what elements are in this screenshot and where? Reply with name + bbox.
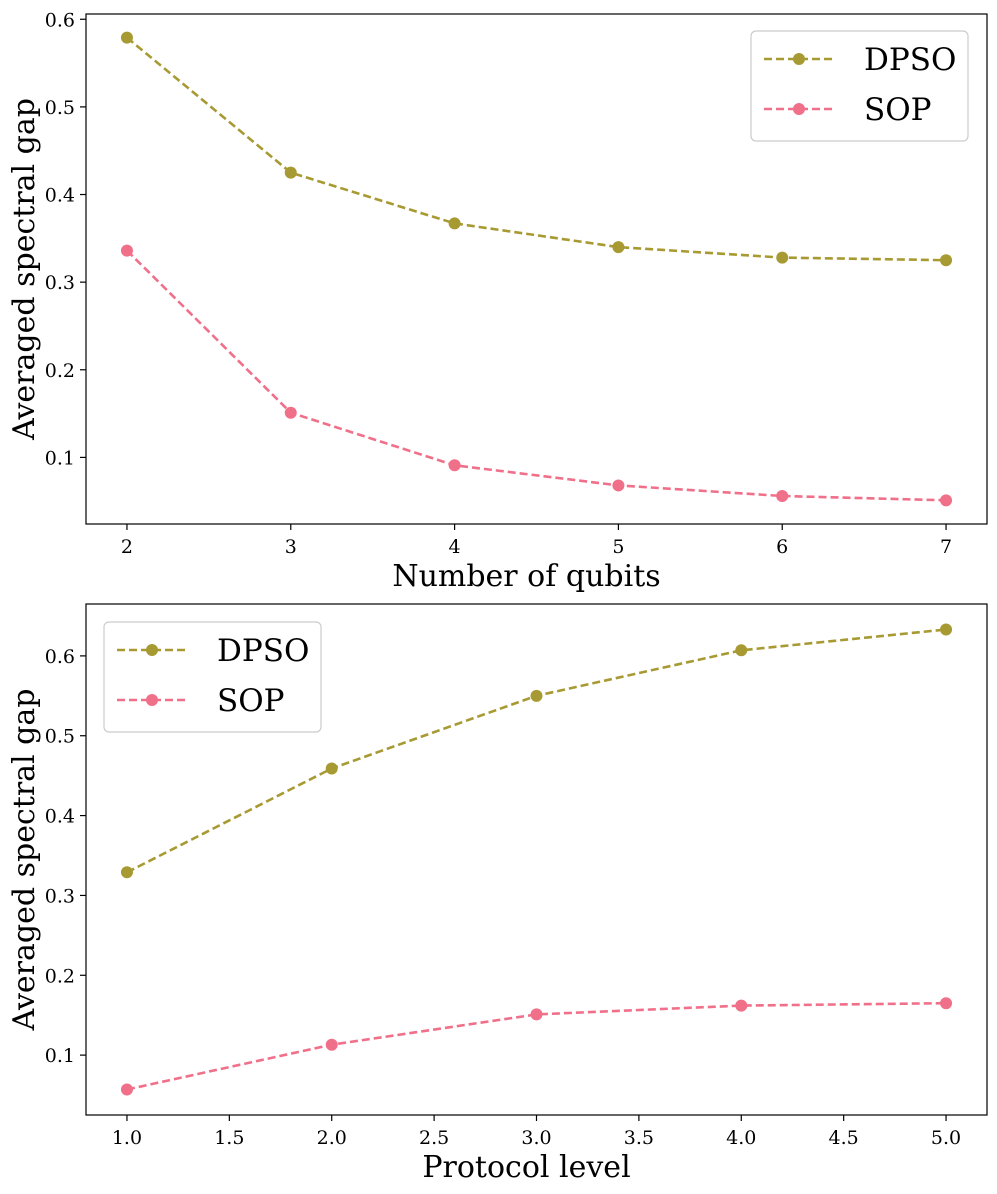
y-tick-label: 0.4: [45, 185, 75, 207]
legend-label-sop: SOP: [217, 683, 285, 719]
legend-marker-sop: [793, 103, 805, 115]
data-point-sop: [325, 1038, 338, 1051]
x-tick-label: 7: [940, 536, 952, 558]
y-tick-label: 0.1: [45, 447, 75, 469]
data-point-dpso: [735, 644, 748, 657]
legend: DPSO SOP: [103, 621, 322, 733]
x-tick-label: 6: [776, 536, 788, 558]
data-point-dpso: [120, 866, 133, 879]
series-dpso: [120, 31, 953, 267]
x-tick-label: 2: [121, 536, 133, 558]
x-tick-label: 5: [612, 536, 624, 558]
data-point-sop: [940, 494, 953, 507]
y-tick-label: 0.4: [45, 806, 75, 828]
data-point-dpso: [284, 166, 297, 179]
data-point-dpso: [120, 31, 133, 44]
series-sop: [120, 997, 953, 1096]
data-point-sop: [120, 1083, 133, 1096]
data-point-sop: [448, 459, 461, 472]
y-tick-label: 0.5: [45, 97, 75, 119]
x-tick-label: 1.5: [214, 1127, 244, 1149]
legend-marker-dpso: [793, 53, 805, 65]
data-point-sop: [735, 999, 748, 1012]
legend-label-dpso: DPSO: [217, 633, 309, 669]
legend: DPSO SOP: [750, 30, 969, 142]
y-tick-label: 0.2: [45, 965, 75, 987]
y-axis-label: Averaged spectral gap: [7, 98, 42, 441]
series-line-sop: [126, 1001, 947, 1091]
y-tick-label: 0.6: [45, 9, 75, 31]
y-tick-label: 0.1: [45, 1045, 75, 1067]
legend-marker-sop: [146, 694, 158, 706]
series-sop: [120, 244, 953, 507]
y-tick-label: 0.6: [45, 646, 75, 668]
plot-frame: [85, 13, 988, 525]
legend-label-dpso: DPSO: [864, 42, 956, 78]
data-point-sop: [940, 997, 953, 1010]
x-tick-label: 4.0: [726, 1127, 756, 1149]
legend-label-sop: SOP: [864, 92, 932, 128]
series-line-sop: [126, 249, 947, 502]
x-tick-label: 3: [285, 536, 297, 558]
x-tick-label: 3.5: [624, 1127, 654, 1149]
x-tick-label: 1.0: [112, 1127, 142, 1149]
data-point-dpso: [612, 241, 625, 254]
series-dpso: [120, 623, 953, 879]
x-tick-label: 4: [449, 536, 461, 558]
data-point-dpso: [776, 251, 789, 264]
x-tick-label: 5.0: [931, 1127, 961, 1149]
y-tick-label: 0.3: [45, 885, 75, 907]
x-axis-label: Number of qubits: [392, 559, 660, 594]
legend-marker-dpso: [146, 644, 158, 656]
y-tick-label: 0.5: [45, 726, 75, 748]
x-tick-label: 2.5: [419, 1127, 449, 1149]
x-tick-label: 2.0: [317, 1127, 347, 1149]
data-point-dpso: [325, 762, 338, 775]
chart-2: 1.0 1.5 2.0 2.5 3.0 3.5 4.0 4.5 5.0 0.1 0.2 0.3 0.4 0…: [7, 603, 988, 1185]
data-point-sop: [284, 406, 297, 419]
data-point-dpso: [448, 217, 461, 230]
data-point-sop: [776, 489, 789, 502]
data-point-dpso: [940, 254, 953, 267]
data-point-sop: [530, 1008, 543, 1021]
data-point-sop: [612, 479, 625, 492]
data-point-dpso: [530, 689, 543, 702]
chart-1: 2 3 4 5 6 7 0.1 0.2 0.3 0.4 0.5 0.6 Number of qubits…: [7, 9, 988, 594]
x-tick-label: 3.0: [521, 1127, 551, 1149]
y-axis-label: Averaged spectral gap: [7, 689, 42, 1032]
x-axis-label: Protocol level: [422, 1150, 630, 1185]
data-point-dpso: [940, 623, 953, 636]
data-point-sop: [120, 244, 133, 257]
y-tick-label: 0.3: [45, 272, 75, 294]
y-tick-label: 0.2: [45, 360, 75, 382]
x-tick-label: 4.5: [829, 1127, 859, 1149]
